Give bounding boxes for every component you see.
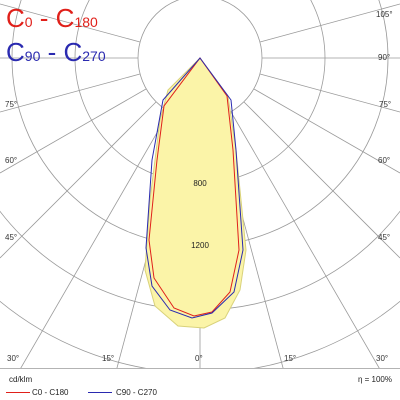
angle-90-right: 90° (378, 53, 390, 62)
curve-c90-c270 (145, 57, 244, 319)
ring-label-1200: 1200 (191, 241, 209, 250)
angle-75-left: 75° (5, 100, 17, 109)
angle-60-left: 60° (5, 156, 17, 165)
title-c90-sep: - C (40, 37, 82, 67)
legend-c0-label: C0 - C180 (32, 388, 69, 397)
angle-60-right: 60° (378, 156, 390, 165)
units-label: cd/klm (9, 375, 32, 384)
ring-value-labels: 800 1200 (191, 179, 209, 250)
angle-30-left: 30° (7, 354, 19, 363)
angle-75-right: 75° (379, 100, 391, 109)
angle-labels: 105° 90° 75° 75° 60° 60° 45° 45° 30° 15°… (5, 10, 393, 363)
title-c0-a: 0 (25, 14, 33, 30)
efficiency-label: η = 100% (358, 375, 392, 384)
angle-105-right: 105° (376, 10, 393, 19)
angle-0: 0° (195, 354, 203, 363)
title-c0-sep: - C (33, 3, 75, 33)
title-c90-a: 90 (25, 48, 41, 64)
ring-label-800: 800 (193, 179, 207, 188)
distribution-curves (144, 57, 247, 329)
title-c0-prefix: C (6, 3, 25, 33)
title-c0-b: 180 (74, 14, 98, 30)
angle-30-right: 30° (376, 354, 388, 363)
angle-15-right: 15° (284, 354, 296, 363)
title-c90-c270: C90 - C270 (6, 37, 106, 67)
curve-c0-c180 (148, 57, 240, 317)
title-c90-prefix: C (6, 37, 25, 67)
angle-45-left: 45° (5, 233, 17, 242)
legend-title: C0 - C180 C90 - C270 (6, 3, 106, 67)
angle-45-right: 45° (378, 233, 390, 242)
title-c90-b: 270 (82, 48, 106, 64)
title-c0-c180: C0 - C180 (6, 3, 98, 33)
footer: cd/klm η = 100% C0 - C180 C90 - C270 (0, 368, 400, 397)
legend-c90-label: C90 - C270 (116, 388, 157, 397)
angle-15-left: 15° (102, 354, 114, 363)
